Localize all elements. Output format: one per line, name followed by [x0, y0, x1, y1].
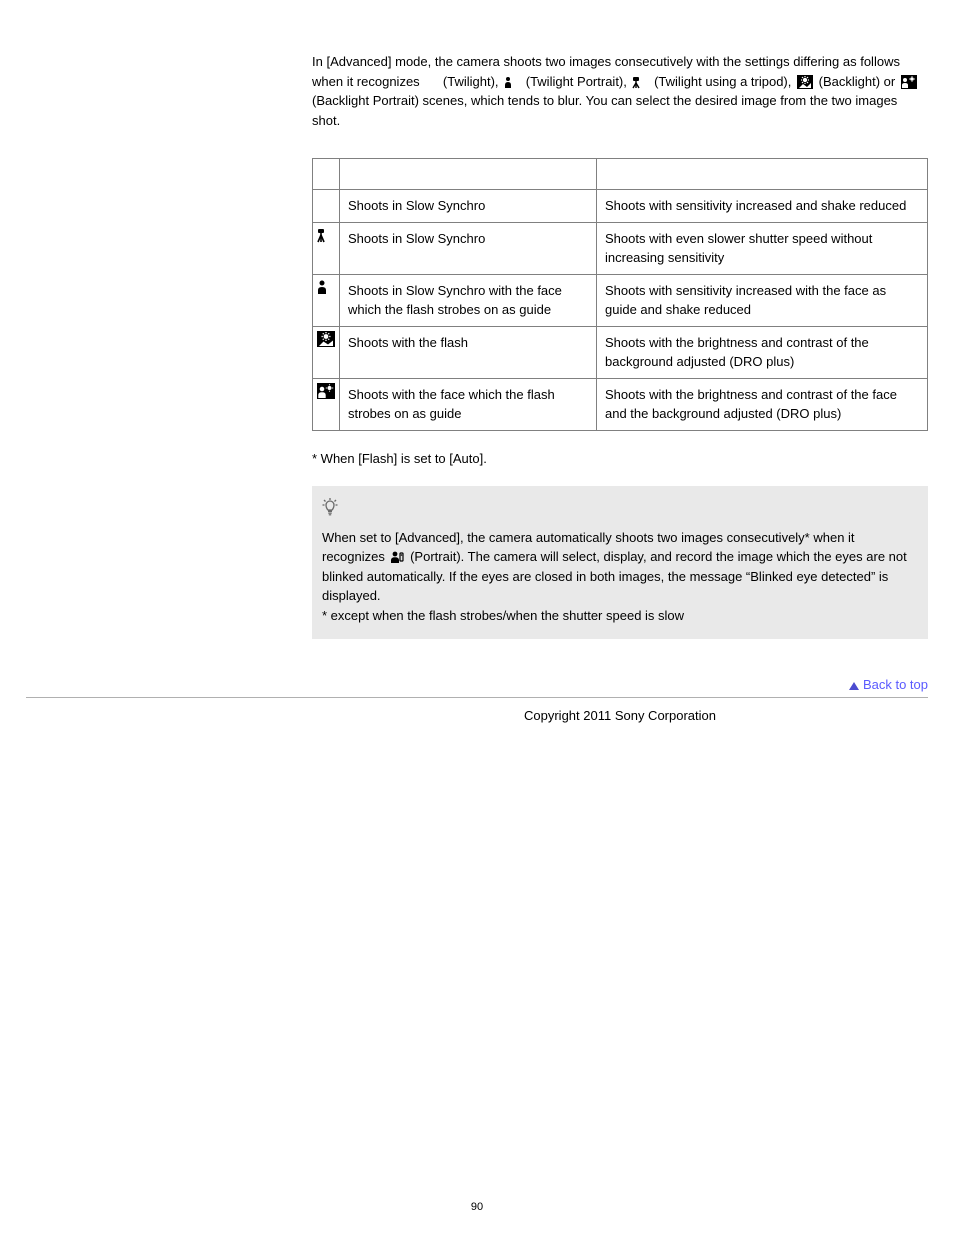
- row-icon-twilight: [313, 190, 340, 223]
- backlight-icon: [795, 74, 815, 89]
- cell: Shoots with the brightness and contrast …: [597, 378, 928, 430]
- cell: Shoots in Slow Synchro: [340, 190, 597, 223]
- footnote: * When [Flash] is set to [Auto].: [312, 449, 928, 469]
- lightbulb-icon: [322, 504, 338, 519]
- back-to-top[interactable]: Back to top: [312, 675, 928, 695]
- page-number: 90: [0, 1199, 954, 1216]
- copyright: Copyright 2011 Sony Corporation: [312, 704, 928, 726]
- backlight-portrait-icon: [899, 74, 919, 89]
- tip-paragraph-1: When set to [Advanced], the camera autom…: [322, 528, 918, 606]
- table-row: Shoots in Slow Synchro Shoots with sensi…: [313, 190, 928, 223]
- row-icon-twilight-tripod: [313, 222, 340, 274]
- cell: Shoots in Slow Synchro with the face whi…: [340, 274, 597, 326]
- intro-text: In [Advanced] mode, the camera shoots tw…: [312, 52, 928, 130]
- twilight-portrait-icon: [502, 74, 522, 89]
- back-to-top-link[interactable]: Back to top: [863, 677, 928, 692]
- twilight-tripod-icon: [630, 74, 650, 89]
- tip-box: When set to [Advanced], the camera autom…: [312, 486, 928, 639]
- row-icon-backlight: [313, 326, 340, 378]
- modes-table: Shoots in Slow Synchro Shoots with sensi…: [312, 158, 928, 431]
- cell: Shoots with sensitivity increased and sh…: [597, 190, 928, 223]
- cell: Shoots with sensitivity increased with t…: [597, 274, 928, 326]
- separator: [26, 697, 928, 698]
- row-icon-backlight-portrait: [313, 378, 340, 430]
- cell: Shoots with the brightness and contrast …: [597, 326, 928, 378]
- portrait-icon: [388, 549, 406, 564]
- twilight-icon: [423, 74, 439, 89]
- cell: Shoots in Slow Synchro: [340, 222, 597, 274]
- table-header-row: [313, 159, 928, 190]
- cell: Shoots with the flash: [340, 326, 597, 378]
- row-icon-twilight-portrait: [313, 274, 340, 326]
- table-row: Shoots with the face which the flash str…: [313, 378, 928, 430]
- cell: Shoots with the face which the flash str…: [340, 378, 597, 430]
- cell: Shoots with even slower shutter speed wi…: [597, 222, 928, 274]
- table-row: Shoots in Slow Synchro with the face whi…: [313, 274, 928, 326]
- table-row: Shoots in Slow Synchro Shoots with even …: [313, 222, 928, 274]
- up-triangle-icon: [849, 682, 859, 690]
- table-row: Shoots with the flash Shoots with the br…: [313, 326, 928, 378]
- tip-paragraph-2: * except when the flash strobes/when the…: [322, 606, 918, 626]
